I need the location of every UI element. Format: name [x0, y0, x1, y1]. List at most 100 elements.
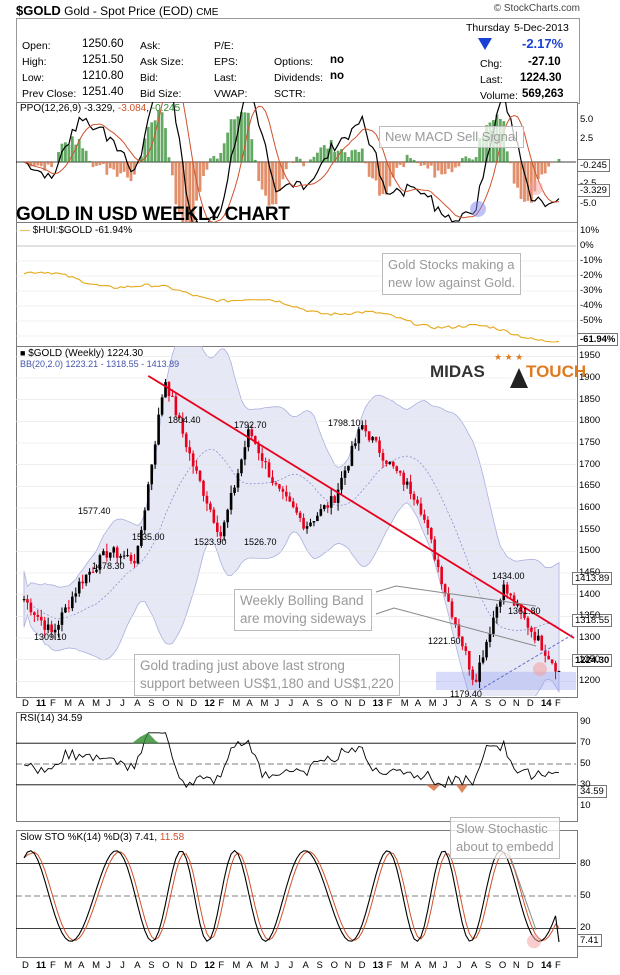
price-tick: 1300 [579, 632, 601, 643]
candle-body [74, 593, 78, 597]
ppo-tick: -2.5 [580, 178, 596, 189]
month-label: F [218, 960, 225, 971]
ppo-histogram-bar [205, 162, 209, 170]
candle-body [126, 555, 129, 557]
ppo-histogram-bar [150, 122, 154, 162]
ppo-v2: -3.084 [117, 103, 147, 114]
price-annotation: 1434.00 [492, 571, 525, 582]
price-tick: 1250 [579, 653, 601, 665]
ppo-histogram-bar [333, 151, 337, 162]
candle-body [367, 431, 371, 441]
rsi-tick: 10 [580, 799, 591, 811]
month-label: S [148, 698, 155, 709]
candle-body [402, 472, 405, 485]
ppo-svg [16, 102, 576, 222]
ppo-histogram-bar [174, 162, 178, 205]
ppo-signal-line [23, 102, 560, 222]
ppo-histogram-bar [322, 145, 326, 162]
ppo-tag: -3.329 [577, 184, 610, 197]
sto-note: Slow Stochastic about to embedd [450, 817, 560, 859]
ppo-histogram-bar [440, 162, 444, 175]
ppo-histogram-bar [378, 162, 381, 196]
candle-body [509, 593, 512, 596]
bb-upper-tag: 1413.89 [572, 572, 613, 585]
options-label: Options: [274, 56, 314, 68]
price-annotation: 1804.40 [168, 415, 201, 426]
ppo-histogram-bar [429, 162, 433, 166]
candle-body [236, 473, 240, 488]
candle-body [81, 581, 84, 584]
hui-tick: -50% [580, 315, 603, 326]
ppo-histogram-bar [253, 159, 257, 162]
ppo-histogram-bar [115, 162, 119, 177]
candle-body [309, 522, 312, 527]
ask-label: Ask: [140, 40, 161, 52]
candle-body [243, 447, 247, 460]
hui-tick: 0% [580, 240, 594, 251]
eps-label: EPS: [214, 56, 238, 68]
ppo-histogram-bar [198, 162, 202, 192]
ppo-histogram-bar [474, 157, 478, 162]
bb-note-line2: are moving sideways [240, 611, 367, 626]
ppo-histogram-bar [540, 162, 544, 175]
month-label: 12 [204, 960, 215, 971]
candle-body [271, 477, 274, 483]
sto-note-line2: about to embedd [456, 839, 554, 854]
month-label: J [456, 698, 462, 709]
price-panel [16, 346, 578, 698]
ppo-histogram-bar [557, 158, 561, 162]
volume-label: Volume: [480, 90, 518, 102]
ppo-histogram-bar [246, 112, 250, 162]
month-label: J [288, 698, 294, 709]
logo-text-2: TOUCH [526, 362, 587, 381]
candle-body [316, 515, 319, 522]
candle-body [523, 611, 526, 618]
ppo-histogram-bar [271, 162, 274, 205]
candle-body [340, 477, 343, 490]
sto-legend: Slow STO %K(14) %D(3) 7.41, 11.58 [20, 832, 185, 843]
candle-body [426, 519, 430, 528]
ppo-histogram-bar [43, 162, 47, 171]
ppo-histogram-bar [416, 162, 419, 164]
candle-body [181, 418, 185, 434]
candle-body [222, 522, 226, 537]
month-label: A [302, 698, 309, 709]
note-pointer [375, 585, 537, 607]
candle-body [46, 624, 50, 630]
ppo-histogram-bar [505, 151, 509, 162]
ppo-histogram-bar [454, 162, 457, 168]
candle-body [267, 462, 271, 478]
candle-body [322, 505, 326, 509]
month-label: N [344, 960, 352, 971]
ppo-histogram-bar [457, 162, 461, 167]
candle-body [105, 551, 109, 558]
month-label: A [246, 960, 253, 971]
month-label: J [120, 960, 125, 971]
candle-body [108, 552, 112, 558]
ppo-histogram-bar [219, 152, 223, 162]
ppo-histogram-bar [67, 144, 71, 162]
month-label: 11 [36, 698, 47, 709]
ppo-histogram-bar [70, 136, 74, 162]
month-label: N [176, 960, 184, 971]
ppo-histogram-bar [240, 111, 243, 162]
ppo-line [23, 102, 560, 222]
ppo-histogram-bar [57, 152, 60, 162]
candle-body [357, 429, 361, 444]
hui-tag: -61.94% [577, 333, 619, 346]
price-tick: 1550 [579, 523, 601, 535]
rsi-tick: 90 [580, 716, 591, 728]
ppo-histogram-bar [29, 162, 33, 167]
candle-body [157, 414, 160, 445]
month-label: N [344, 698, 352, 709]
candle-body [419, 503, 423, 515]
month-label: F [50, 698, 56, 709]
candle-body [381, 452, 385, 461]
month-label: D [22, 698, 29, 709]
sto-note-line1: Slow Stochastic [456, 821, 548, 836]
ppo-histogram-bar [302, 162, 305, 167]
ppo-histogram-bar [516, 162, 519, 188]
ppo-v3: -0.245 [151, 103, 181, 114]
rising-dashed-line [479, 633, 575, 691]
candle-body [29, 602, 33, 613]
